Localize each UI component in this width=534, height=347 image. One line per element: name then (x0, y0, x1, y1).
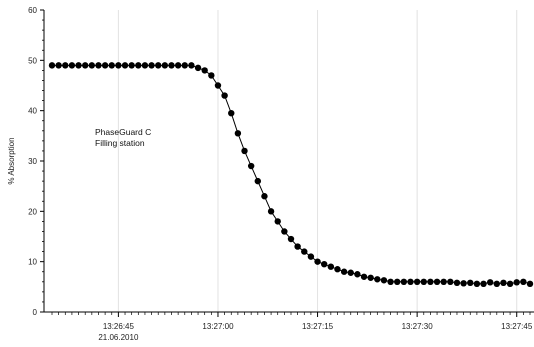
y-axis-label: % Absorption (7, 137, 16, 184)
annotation-line-1: PhaseGuard C (95, 127, 151, 137)
data-point-11 (121, 62, 129, 69)
data-point-14 (141, 62, 149, 69)
data-point-20 (181, 62, 188, 69)
data-point-6 (88, 62, 96, 69)
data-point-39 (307, 253, 315, 260)
data-point-50 (380, 277, 388, 284)
data-point-7 (95, 62, 102, 69)
y-tick-label-4: 40 (28, 107, 37, 116)
data-point-36 (287, 235, 295, 243)
data-point-53 (400, 278, 408, 285)
data-point-38 (301, 248, 308, 255)
chart-annotation: PhaseGuard C Filling station (95, 127, 151, 148)
data-point-57 (427, 278, 434, 285)
data-point-64 (473, 280, 481, 288)
data-point-19 (174, 62, 182, 69)
axes (43, 10, 534, 313)
data-point-61 (453, 279, 461, 287)
data-point-63 (467, 279, 474, 287)
data-point-18 (168, 62, 175, 69)
data-point-68 (500, 279, 507, 287)
data-point-42 (327, 263, 335, 270)
data-point-34 (274, 218, 281, 225)
data-point-35 (281, 228, 288, 235)
x-tick-label-0: 13:26:45 (103, 322, 135, 331)
series-line (52, 64, 531, 285)
data-point-9 (108, 62, 115, 69)
data-point-56 (420, 278, 427, 285)
series-path (52, 64, 531, 285)
data-point-55 (413, 278, 421, 285)
data-point-72 (526, 280, 534, 288)
x-tick-label-4: 13:27:45 (501, 322, 533, 331)
data-point-52 (394, 278, 401, 285)
data-point-43 (334, 266, 341, 273)
data-point-29 (241, 147, 248, 155)
data-points (48, 62, 534, 288)
annotation-line-2: Filling station (95, 138, 145, 148)
y-tick-label-0: 0 (33, 308, 38, 317)
y-tick-label-5: 50 (28, 56, 37, 65)
x-tick-label-3: 13:27:30 (402, 322, 434, 331)
data-point-65 (480, 280, 487, 288)
y-tick-label-2: 20 (28, 207, 37, 216)
data-point-2 (62, 62, 69, 69)
data-point-37 (294, 243, 301, 250)
data-point-23 (201, 67, 208, 74)
data-point-71 (520, 278, 527, 285)
data-point-67 (493, 280, 501, 288)
data-point-8 (101, 62, 109, 69)
y-tick-label-1: 10 (28, 258, 37, 267)
data-point-22 (194, 64, 202, 72)
data-point-26 (221, 92, 228, 99)
data-point-4 (75, 62, 82, 69)
data-point-12 (128, 62, 135, 69)
data-point-15 (148, 62, 155, 69)
data-point-32 (261, 193, 268, 200)
data-point-28 (234, 130, 242, 137)
data-point-33 (267, 208, 275, 215)
y-tick-label-3: 30 (28, 157, 37, 166)
data-point-62 (460, 280, 467, 287)
data-point-45 (347, 269, 354, 276)
data-point-70 (513, 279, 520, 286)
data-point-46 (354, 271, 361, 278)
data-point-0 (48, 62, 56, 69)
data-point-60 (447, 278, 454, 285)
data-point-31 (254, 177, 262, 185)
x-ticks: 13:26:45 13:27:00 13:27:15 13:27:30 13:27:45… (51, 312, 533, 342)
data-point-47 (360, 273, 368, 280)
data-point-16 (155, 62, 162, 69)
y-tick-label-6: 60 (28, 6, 37, 15)
data-point-25 (214, 82, 222, 89)
data-point-5 (81, 62, 89, 69)
data-point-48 (367, 274, 374, 281)
data-point-41 (320, 260, 328, 268)
data-point-69 (506, 280, 514, 288)
data-point-49 (374, 276, 381, 283)
data-point-51 (387, 278, 394, 285)
data-point-3 (68, 62, 76, 69)
x-date-label: 21.06.2010 (98, 333, 139, 342)
data-point-24 (208, 72, 215, 79)
data-point-54 (407, 278, 414, 285)
data-point-10 (115, 62, 122, 69)
vertical-gridlines (117, 10, 518, 312)
y-ticks: 0 10 20 30 40 50 60 (28, 6, 44, 317)
data-point-1 (55, 62, 62, 69)
data-point-13 (135, 62, 142, 69)
data-point-17 (161, 62, 169, 69)
x-tick-label-1: 13:27:00 (202, 322, 234, 331)
data-point-44 (340, 268, 348, 275)
data-point-30 (247, 162, 255, 170)
data-point-58 (433, 278, 441, 285)
data-point-59 (440, 278, 447, 285)
x-tick-label-2: 13:27:15 (302, 322, 334, 331)
data-point-27 (228, 109, 235, 117)
data-point-66 (486, 279, 494, 286)
data-point-40 (314, 258, 321, 265)
data-point-21 (188, 62, 195, 69)
